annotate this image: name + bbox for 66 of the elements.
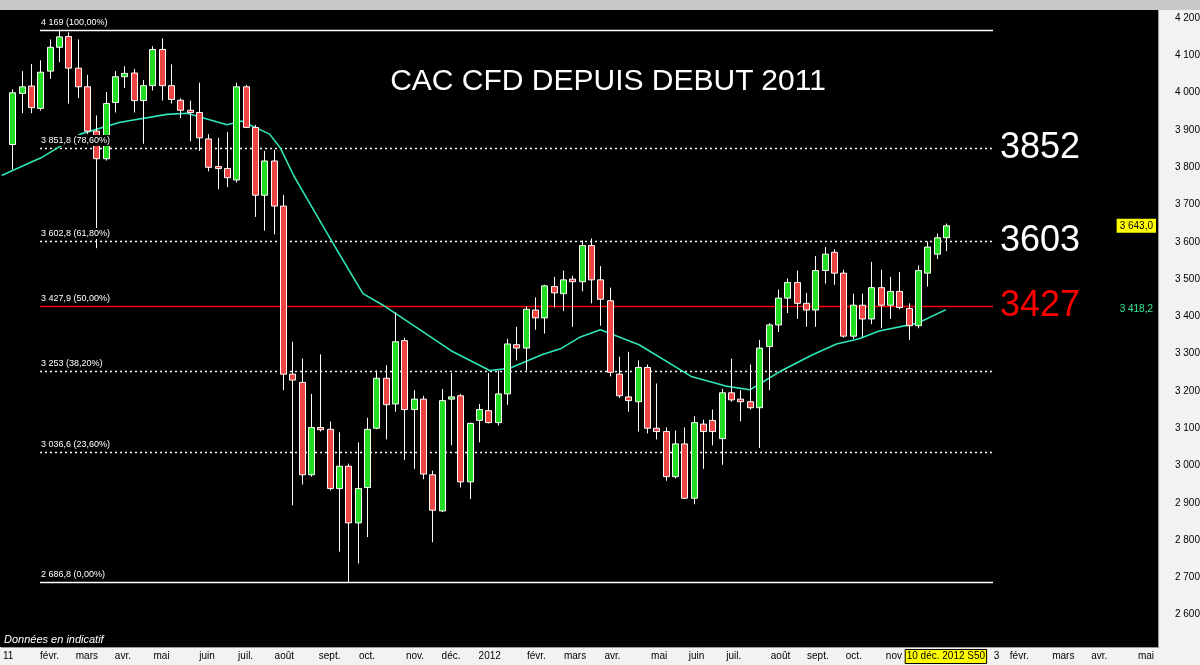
y-tick-label: 3 500 xyxy=(1174,272,1200,284)
ref-line-label: 3 036,6 (23,60%) xyxy=(41,438,111,449)
x-tick-label: avr. xyxy=(1091,649,1108,661)
candlestick xyxy=(513,326,520,361)
x-tick-label: 2012 xyxy=(478,649,502,661)
annotation: 3852 xyxy=(1000,124,1081,166)
x-tick-label: 3 xyxy=(993,649,1000,661)
ref-line-label: 3 602,8 (61,80%) xyxy=(41,227,111,238)
y-tick-label: 3 200 xyxy=(1174,384,1200,396)
y-tick-label: 3 900 xyxy=(1174,123,1200,135)
y-tick-label: 4 100 xyxy=(1174,49,1200,61)
y-tick-label: 3 000 xyxy=(1174,459,1200,471)
x-tick-label: avr. xyxy=(604,649,621,661)
x-tick-label: avr. xyxy=(114,649,131,661)
candlestick xyxy=(878,269,885,329)
annotation: 3427 xyxy=(1000,282,1081,324)
ref-line-label: 2 686,8 (0,00%) xyxy=(41,568,106,579)
annotation: 3 418,2 xyxy=(1119,303,1154,315)
x-tick-label: oct. xyxy=(358,649,376,661)
ref-line-label: 3 851,8 (78,60%) xyxy=(41,134,111,145)
x-tick-label: févr. xyxy=(526,649,546,661)
x-tick-label: févr. xyxy=(1009,649,1029,661)
x-tick-label: mai xyxy=(651,649,668,661)
y-tick-label: 4 200 xyxy=(1174,11,1200,23)
x-tick-label: nov. xyxy=(405,649,425,661)
ref-line-label: 4 169 (100,00%) xyxy=(41,16,108,27)
x-tick-label: mars xyxy=(1052,649,1075,661)
candlestick xyxy=(168,63,175,105)
y-tick-label: 3 400 xyxy=(1174,310,1200,322)
y-tick-label: 3 800 xyxy=(1174,161,1200,173)
x-tick-label: sept. xyxy=(807,649,829,661)
y-tick-label: 3 300 xyxy=(1174,347,1200,359)
y-tick-label: 2 600 xyxy=(1174,608,1200,620)
y-tick-label: 3 700 xyxy=(1174,198,1200,210)
x-tick-label: août xyxy=(274,649,295,661)
ref-line-label: 3 427,9 (50,00%) xyxy=(41,292,111,303)
x-tick-label: sept. xyxy=(318,649,341,661)
x-tick-label: 10 déc. 2012 S50 xyxy=(906,649,986,661)
x-tick-label: mars xyxy=(75,649,99,661)
y-tick-label: 3 100 xyxy=(1174,421,1200,433)
text: CAC CFD DEPUIS DEBUT 2011 xyxy=(390,63,826,97)
x-tick-label: oct. xyxy=(845,649,862,661)
candlestick xyxy=(476,403,483,443)
y-tick-label: 4 000 xyxy=(1174,86,1200,98)
x-tick-label: 11 xyxy=(3,649,14,661)
x-tick-label: juil. xyxy=(237,649,254,661)
x-tick-label: août xyxy=(770,649,791,661)
x-tick-label: juin xyxy=(198,649,215,661)
y-tick-label: 3 600 xyxy=(1174,235,1200,247)
x-tick-label: juin xyxy=(687,649,705,661)
ref-line-label: 3 253 (38,20%) xyxy=(41,357,103,368)
x-tick-label: mai xyxy=(1137,649,1155,661)
x-tick-label: mai xyxy=(153,649,170,661)
candlestick xyxy=(19,70,26,114)
y-tick-label: 2 900 xyxy=(1174,496,1200,508)
x-tick-label: nov xyxy=(885,649,902,661)
y-tick-label: 2 700 xyxy=(1174,571,1200,583)
annotation: 3603 xyxy=(1000,217,1081,259)
y-tick-label: 2 800 xyxy=(1174,533,1200,545)
candlestick xyxy=(597,265,604,327)
x-tick-label: juil. xyxy=(725,649,742,661)
annotation: 3 643,0 xyxy=(1119,219,1154,231)
x-tick-label: déc. xyxy=(441,649,461,661)
x-tick-label: mars xyxy=(563,649,587,661)
annotation: Données en indicatif xyxy=(4,632,105,645)
x-tick-label: févr. xyxy=(40,649,59,661)
